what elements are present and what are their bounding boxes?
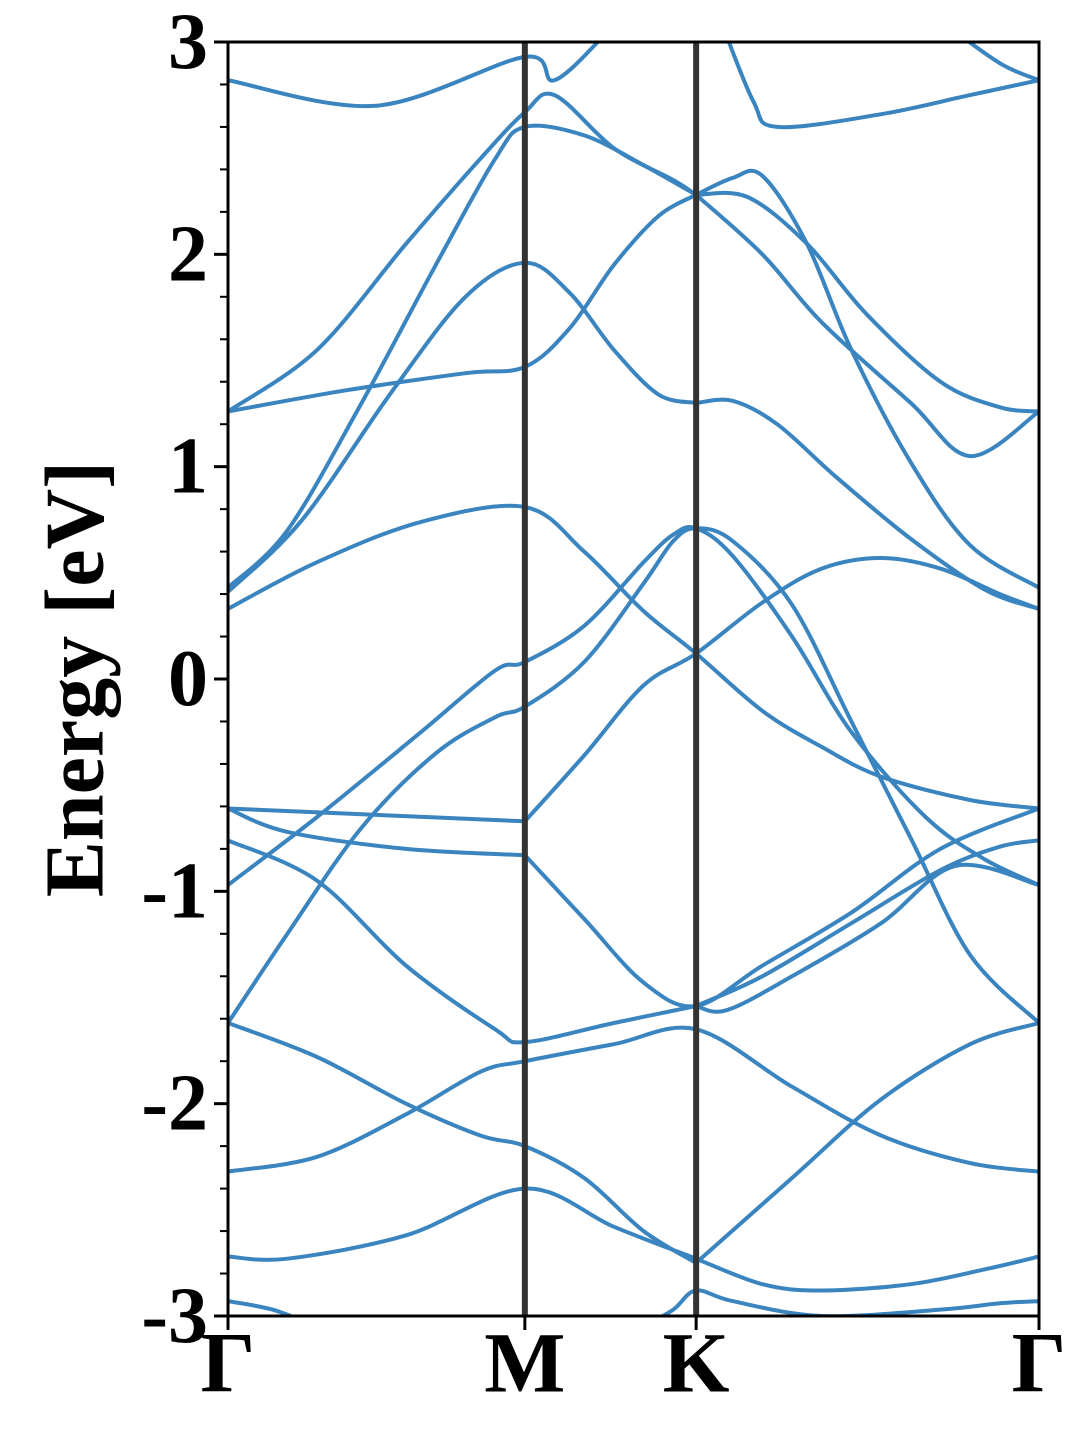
band-line-12 (228, 503, 1039, 811)
x-tick-label: Γ (1012, 1315, 1067, 1411)
band-line-8 (694, 168, 1039, 590)
band-line-1 (228, 42, 601, 109)
band-line-14 (228, 526, 1039, 1025)
band-line-20 (694, 838, 1039, 1008)
band-line-24 (694, 1021, 1039, 1265)
band-line-9 (694, 190, 1039, 414)
y-tick-label: 3 (168, 0, 208, 86)
band-line-7 (228, 260, 699, 594)
y-tick-label: 2 (168, 210, 208, 298)
y-tick-label: -1 (141, 847, 208, 935)
band-line-6 (228, 123, 699, 590)
band-line-17 (228, 806, 527, 858)
band-line-11 (694, 397, 1039, 611)
x-tick-label: Γ (201, 1315, 256, 1411)
band-line-16 (228, 806, 527, 824)
band-line-19 (522, 806, 1039, 1009)
band-line-21 (694, 862, 1039, 1014)
band-line-28 (658, 1288, 1039, 1316)
band-line-5 (228, 192, 699, 414)
y-axis-label: Energy [eV] (29, 461, 122, 897)
band-line-3 (965, 42, 1039, 83)
x-tick-label: K (663, 1315, 730, 1411)
band-line-15 (522, 556, 1039, 824)
high-symmetry-dividers (521, 42, 700, 1316)
band-line-22 (228, 1021, 699, 1265)
plot-frame (226, 40, 1041, 1318)
band-line-10 (694, 192, 1039, 459)
y-tick-label: -2 (141, 1060, 208, 1148)
band-line-25 (228, 1186, 699, 1262)
y-tick-label: 0 (168, 635, 208, 723)
band-line-2 (726, 42, 1039, 130)
y-tick-label: -3 (141, 1272, 208, 1360)
x-tick-label: M (484, 1315, 565, 1411)
band-line-27 (228, 1299, 297, 1316)
y-tick-label: 1 (168, 423, 208, 511)
band-line-13 (228, 524, 1039, 887)
band-lines (228, 42, 1039, 1316)
band-line-23 (228, 1025, 1039, 1174)
band-line-18 (228, 838, 699, 1045)
band-line-26 (694, 1254, 1039, 1293)
y-axis-ticks: -3 -2 -1 0 1 2 3 (141, 0, 228, 1360)
